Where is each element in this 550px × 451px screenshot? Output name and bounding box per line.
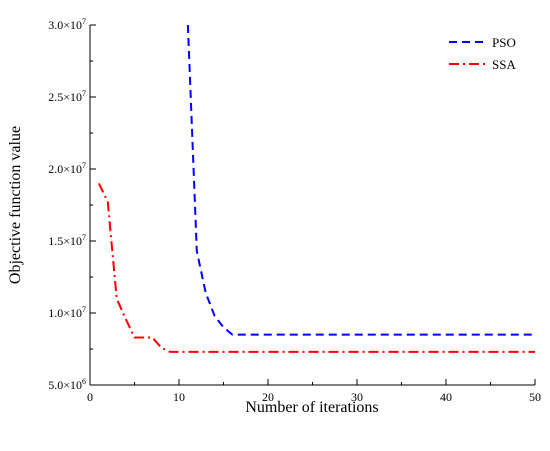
y-tick-label: 2.0×107 [48, 161, 86, 176]
y-tick-label: 5.0×106 [48, 377, 86, 392]
x-tick-label: 0 [87, 390, 93, 404]
y-ticks: 5.0×106 1.0×107 1.5×107 2.0×107 2.5×107 3.0×1… [48, 17, 96, 392]
y-tick-label: 2.5×107 [48, 89, 86, 104]
x-tick-label: 40 [440, 390, 452, 404]
x-tick-label: 30 [351, 390, 363, 404]
axes [89, 25, 535, 386]
x-tick-label: 10 [173, 390, 185, 404]
y-tick-label: 3.0×107 [48, 17, 86, 32]
y-axis-title: Objective function value [7, 126, 24, 284]
x-ticks: 0 10 20 30 40 50 [87, 379, 541, 404]
x-axis-title: Number of iterations [245, 399, 378, 416]
plot-area [97, 24, 535, 353]
y-tick-label: 1.0×107 [48, 305, 86, 320]
x-tick-label: 50 [529, 390, 541, 404]
legend-label-pso: PSO [492, 35, 516, 50]
x-tick-label: 20 [262, 390, 274, 404]
y-tick-label: 1.5×107 [48, 233, 86, 248]
legend: PSO SSA [449, 35, 516, 72]
series-line-pso [186, 24, 535, 336]
series-line-ssa [97, 182, 535, 353]
legend-label-ssa: SSA [492, 57, 516, 72]
